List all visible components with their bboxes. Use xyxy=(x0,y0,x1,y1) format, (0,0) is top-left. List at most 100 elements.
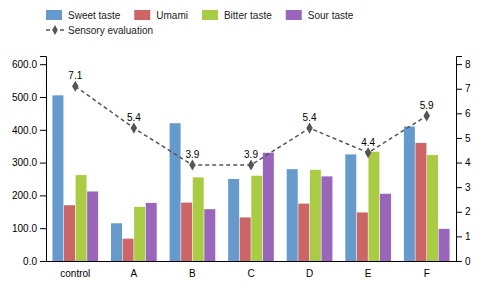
data-label: 7.1 xyxy=(68,70,82,81)
legend: Sweet tasteUmamiBitter tasteSour tasteSe… xyxy=(46,10,354,36)
tick-mark xyxy=(456,138,462,139)
tick-label: 6 xyxy=(465,108,471,119)
bar xyxy=(251,176,262,261)
bar xyxy=(240,217,251,261)
tick-mark xyxy=(40,64,46,65)
axis-line xyxy=(40,57,47,262)
bar xyxy=(439,229,450,261)
tick-label: 1 xyxy=(465,231,471,242)
tick: control xyxy=(60,268,90,279)
plot: 7.15.43.93.95.44.45.90.0100.0200.0300.04… xyxy=(12,57,471,280)
tick-mark xyxy=(456,89,462,90)
bar xyxy=(76,175,87,261)
marker xyxy=(365,147,371,158)
bar xyxy=(193,177,204,261)
tick: 0.0 xyxy=(23,256,46,267)
bar xyxy=(170,123,181,261)
bar xyxy=(404,127,415,261)
bar-series xyxy=(87,153,449,261)
legend-item: Bitter taste xyxy=(202,10,272,21)
tick: D xyxy=(306,268,313,279)
tick-mark xyxy=(40,163,46,164)
bar xyxy=(298,204,309,261)
tick: 1 xyxy=(456,231,471,242)
legend-swatch xyxy=(134,10,150,20)
tick: 200.0 xyxy=(12,190,46,201)
bar xyxy=(345,154,356,261)
tick-mark xyxy=(456,187,462,188)
tick-label: control xyxy=(60,268,90,279)
tick-mark xyxy=(456,113,462,114)
legend-swatch xyxy=(46,10,62,20)
data-label: 4.4 xyxy=(361,137,375,148)
tick-label: 600.0 xyxy=(12,59,37,70)
bar xyxy=(64,205,75,261)
tick-label: 0.0 xyxy=(23,256,37,267)
tick: F xyxy=(424,268,430,279)
marks xyxy=(52,81,449,261)
data-label: 3.9 xyxy=(244,149,258,160)
tick: E xyxy=(365,268,372,279)
tick: C xyxy=(247,268,254,279)
bar xyxy=(263,153,274,261)
y2-axis: 012345678 xyxy=(456,57,471,267)
legend-swatch xyxy=(286,10,302,20)
tick-mark xyxy=(40,97,46,98)
tick: 8 xyxy=(456,59,471,70)
tick: 6 xyxy=(456,108,471,119)
bar xyxy=(310,170,321,261)
tick-mark xyxy=(456,64,462,65)
tick-label: E xyxy=(365,268,372,279)
tick-mark xyxy=(40,261,46,262)
tick-label: 400.0 xyxy=(12,125,37,136)
marker xyxy=(248,159,254,170)
chart: Sweet tasteUmamiBitter tasteSour tasteSe… xyxy=(0,0,486,285)
bar xyxy=(87,191,98,261)
tick-label: A xyxy=(131,268,138,279)
legend-label: Bitter taste xyxy=(224,10,272,21)
data-label: 5.4 xyxy=(127,112,141,123)
tick-label: 500.0 xyxy=(12,92,37,103)
data-label: 5.9 xyxy=(420,100,434,111)
data-label: 5.4 xyxy=(303,112,317,123)
bar xyxy=(321,176,332,261)
bar xyxy=(380,194,391,261)
bar xyxy=(52,95,63,261)
y-axis: 0.0100.0200.0300.0400.0500.0600.0 xyxy=(12,57,47,267)
tick-label: D xyxy=(306,268,313,279)
tick: 600.0 xyxy=(12,59,46,70)
marker xyxy=(131,123,137,134)
tick-mark xyxy=(456,261,462,262)
line xyxy=(75,86,426,165)
bar xyxy=(415,143,426,261)
legend-swatch xyxy=(202,10,218,20)
tick: 3 xyxy=(456,182,471,193)
x-axis: control A B C D E F xyxy=(47,262,457,280)
bar xyxy=(357,212,368,261)
tick-mark xyxy=(40,195,46,196)
tick: 0 xyxy=(456,256,471,267)
data-label: 3.9 xyxy=(185,149,199,160)
tick-label: 300.0 xyxy=(12,157,37,168)
marker xyxy=(306,123,312,134)
tick: 5 xyxy=(456,133,471,144)
bar xyxy=(287,169,298,261)
legend-item: Umami xyxy=(134,10,188,21)
tick-mark xyxy=(456,163,462,164)
tick-label: 3 xyxy=(465,182,471,193)
marker xyxy=(72,81,78,92)
tick: 2 xyxy=(456,206,471,217)
tick-label: B xyxy=(189,268,196,279)
tick-label: 8 xyxy=(465,59,471,70)
bar xyxy=(427,155,438,261)
tick-mark xyxy=(40,228,46,229)
bar xyxy=(111,223,122,261)
tick: 300.0 xyxy=(12,157,46,168)
data-labels: 7.1 5.4 3.9 3.9 5.4 4.4 5.9 xyxy=(68,70,434,160)
tick: B xyxy=(189,268,196,279)
tick-label: 5 xyxy=(465,133,471,144)
tick-label: C xyxy=(247,268,254,279)
marker xyxy=(189,159,195,170)
legend-marker xyxy=(52,25,58,35)
bar-series xyxy=(64,143,426,261)
